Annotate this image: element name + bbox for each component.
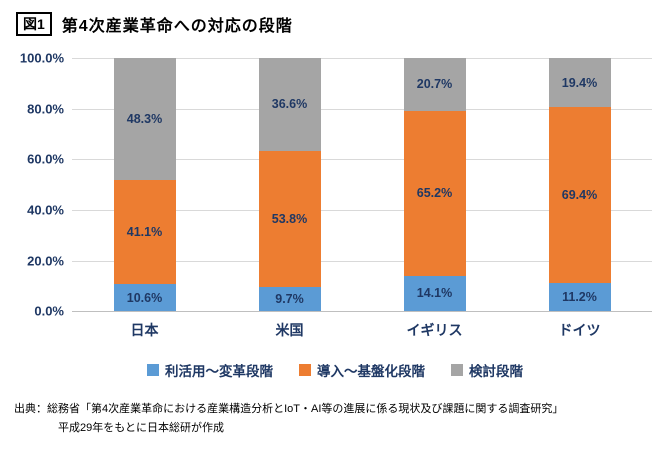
plot-area: 10.6% 41.1% 48.3% 9.7% 53.8% 36.6% 14.1% 65.2% 2… (72, 57, 652, 313)
category-label: ドイツ (558, 322, 601, 339)
source-line-2: 平成29年をもとに日本総研が作成 (58, 421, 225, 434)
bar-segment: 19.4% (548, 58, 611, 108)
source-note: 出典：総務省「第4次産業革命における産業構造分析とIoT・AI等の進展に係る現状… (14, 400, 656, 437)
category-label: イギリス (406, 322, 463, 339)
figure-title: 第4次産業革命への対応の段階 (61, 18, 293, 36)
y-axis-tick-label: 100.0% (19, 50, 64, 66)
stacked-bar: 9.7% 53.8% 36.6% (258, 57, 321, 312)
bar-segment-label: 11.2% (562, 290, 597, 305)
bar-segment: 11.2% (548, 282, 611, 312)
chart-legend: 利活用～変革段階 導入～基盤化段階 検討段階 (14, 360, 656, 380)
legend-marker (147, 364, 159, 377)
legend-label: 検討段階 (469, 364, 523, 380)
legend-item: 利活用～変革段階 (147, 360, 273, 380)
gridline (72, 209, 652, 211)
bar-segment-label: 41.1% (126, 225, 163, 240)
bar-segment-label: 14.1% (416, 286, 453, 301)
bar-segment-label: 65.2% (416, 186, 453, 201)
bar-column: 11.2% 69.4% 19.4% (507, 58, 652, 312)
bar-segment: 53.8% (258, 150, 321, 287)
y-axis: 100.0% 80.0% 60.0% 40.0% 20.0% 0.0% (14, 51, 72, 319)
bar-column: 9.7% 53.8% 36.6% (217, 57, 362, 312)
figure-header: 図1 第4次産業革命への対応の段階 (16, 12, 656, 37)
bar-segment: 14.1% (403, 275, 466, 312)
bar-segment-label: 48.3% (126, 112, 163, 127)
gridline (72, 260, 652, 262)
figure-tag: 図1 (16, 12, 52, 37)
y-axis-tick-label: 20.0% (27, 253, 64, 269)
bar-segment: 48.3% (113, 58, 176, 181)
bars-layer: 10.6% 41.1% 48.3% 9.7% 53.8% 36.6% 14.1% 65.2% 2… (72, 57, 652, 312)
bar-segment: 36.6% (258, 57, 321, 151)
y-axis-tick-label: 80.0% (27, 101, 64, 117)
bar-column: 10.6% 41.1% 48.3% (72, 58, 217, 312)
y-axis-tick-label: 60.0% (27, 151, 64, 167)
bar-segment: 65.2% (403, 110, 466, 276)
legend-marker (299, 364, 311, 377)
bar-segment: 69.4% (548, 107, 611, 283)
x-axis-line (72, 311, 652, 313)
legend-label: 利活用～変革段階 (165, 364, 273, 380)
stacked-bar-chart: 100.0% 80.0% 60.0% 40.0% 20.0% 0.0% 10.6% 41.1… (14, 51, 656, 340)
x-axis-category-labels: 日本 米国 イギリス ドイツ (14, 320, 656, 340)
legend-label: 導入～基盤化段階 (317, 364, 425, 380)
bar-segment-label: 36.6% (271, 97, 308, 112)
source-line-1: 出典：総務省「第4次産業革命における産業構造分析とIoT・AI等の進展に係る現状… (14, 403, 564, 416)
stacked-bar: 10.6% 41.1% 48.3% (113, 58, 176, 312)
legend-marker (451, 364, 463, 377)
legend-item: 導入～基盤化段階 (299, 360, 425, 380)
bar-segment-label: 19.4% (561, 75, 598, 90)
bar-segment: 10.6% (113, 284, 176, 312)
bar-segment: 41.1% (113, 180, 176, 285)
y-axis-tick-label: 0.0% (34, 303, 64, 319)
bar-column: 14.1% 65.2% 20.7% (362, 58, 507, 312)
bar-segment-label: 10.6% (126, 290, 163, 305)
bar-segment: 9.7% (258, 286, 321, 312)
bar-segment-label: 53.8% (271, 211, 308, 226)
gridline (72, 159, 652, 161)
gridline (72, 58, 652, 60)
category-label: 米国 (275, 322, 304, 339)
category-label: 日本 (130, 322, 159, 339)
stacked-bar: 14.1% 65.2% 20.7% (403, 58, 466, 312)
bar-segment-label: 69.4% (561, 188, 598, 203)
y-axis-tick-label: 40.0% (27, 202, 64, 218)
bar-segment: 20.7% (403, 58, 466, 111)
gridline (72, 108, 652, 110)
legend-item: 検討段階 (451, 360, 523, 380)
stacked-bar: 11.2% 69.4% 19.4% (548, 58, 611, 312)
bar-segment-label: 20.7% (416, 77, 453, 92)
bar-segment-label: 9.7% (275, 291, 304, 306)
